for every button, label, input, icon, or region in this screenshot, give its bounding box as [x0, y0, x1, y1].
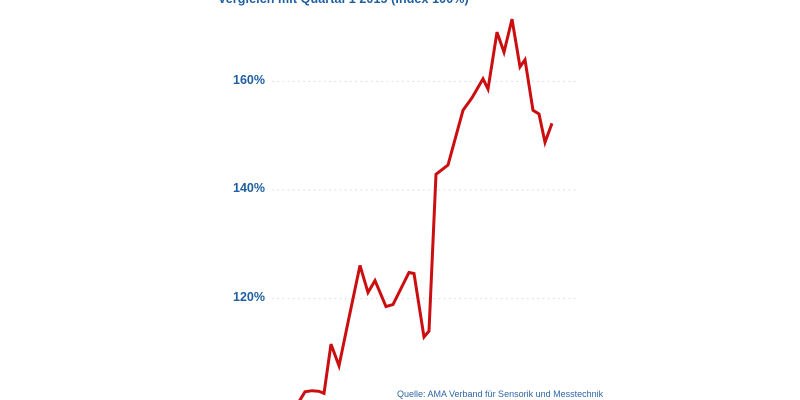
y-axis-tick-label: 160% [233, 72, 265, 87]
source-caption: Quelle: AMA Verband für Sensorik und Mes… [397, 389, 604, 399]
y-axis-tick-label: 140% [233, 181, 265, 195]
index-line-series [298, 18, 554, 400]
gridlines-group [272, 80, 578, 300]
y-axis-tick-label: 120% [233, 289, 265, 304]
chart-title: Vergleich mit Quartal 1 2015 (Index 100%… [218, 0, 469, 6]
